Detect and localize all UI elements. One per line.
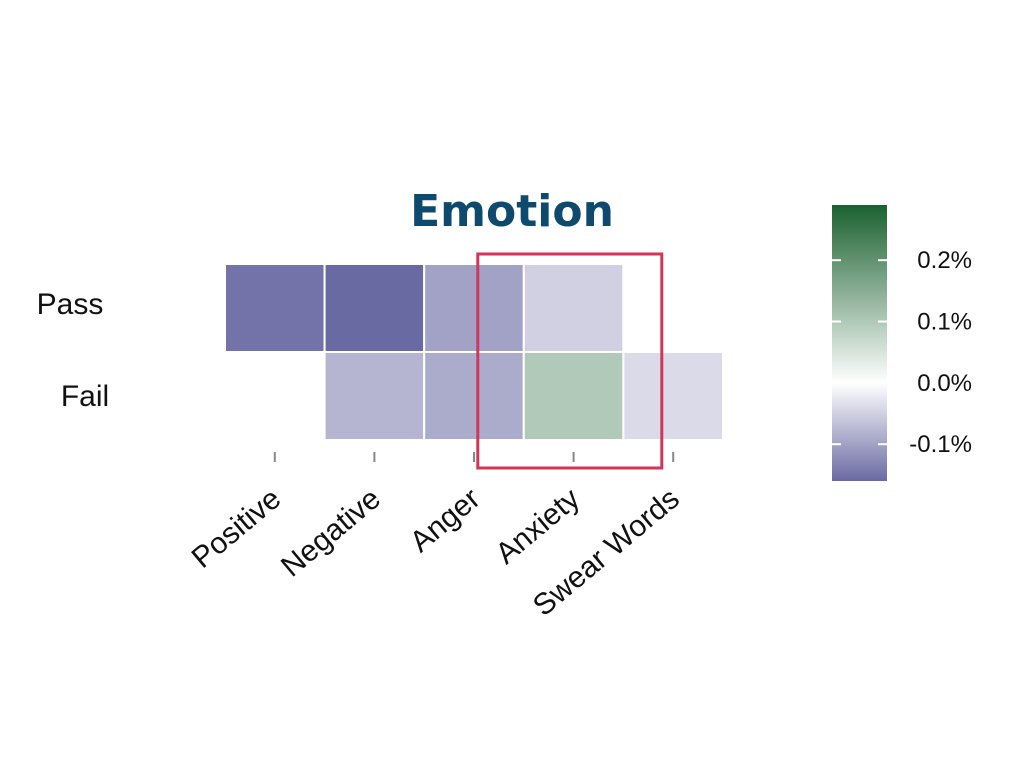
- heatmap-cell-pass-positive: [224, 263, 326, 353]
- highlight-rectangle: [476, 252, 664, 470]
- colorbar-tick-label: -0.1%: [909, 431, 972, 458]
- heatmap-cell-pass-swear-words: [622, 263, 725, 353]
- heatmap-cell-fail-positive: [224, 351, 326, 441]
- colorbar: 0.2% 0.1% 0.0% -0.1%: [832, 205, 972, 481]
- highlight-box: [476, 252, 664, 470]
- heatmap-cell-pass-anger: [423, 263, 525, 353]
- column-label-negative: Negative: [275, 482, 387, 583]
- heatmap-cell-fail-swear-words: [622, 351, 725, 441]
- colorbar-tick-label: 0.0%: [917, 370, 972, 397]
- heatmap-cell-fail-anger: [423, 351, 525, 441]
- column-ticks: [273, 452, 675, 462]
- colorbar-tick-label: 0.1%: [917, 309, 972, 336]
- column-label-positive: Positive: [186, 482, 288, 575]
- row-label-pass: Pass: [37, 288, 104, 321]
- heatmap-cell-pass-negative: [323, 263, 426, 353]
- heatmap-cell-pass-anxiety: [522, 263, 625, 353]
- heatmap-cell-fail-negative: [323, 351, 426, 441]
- colorbar-tick-label: 0.2%: [917, 247, 972, 274]
- row-labels: Pass Fail: [37, 288, 110, 413]
- colorbar-bar: [832, 205, 887, 481]
- row-label-fail: Fail: [61, 380, 109, 413]
- heatmap-cell-fail-anxiety: [522, 351, 625, 441]
- column-label-anger: Anger: [404, 482, 487, 559]
- heatmap-cells: [224, 263, 725, 441]
- column-label-anxiety: Anxiety: [490, 482, 587, 571]
- chart-title: Emotion: [410, 186, 614, 237]
